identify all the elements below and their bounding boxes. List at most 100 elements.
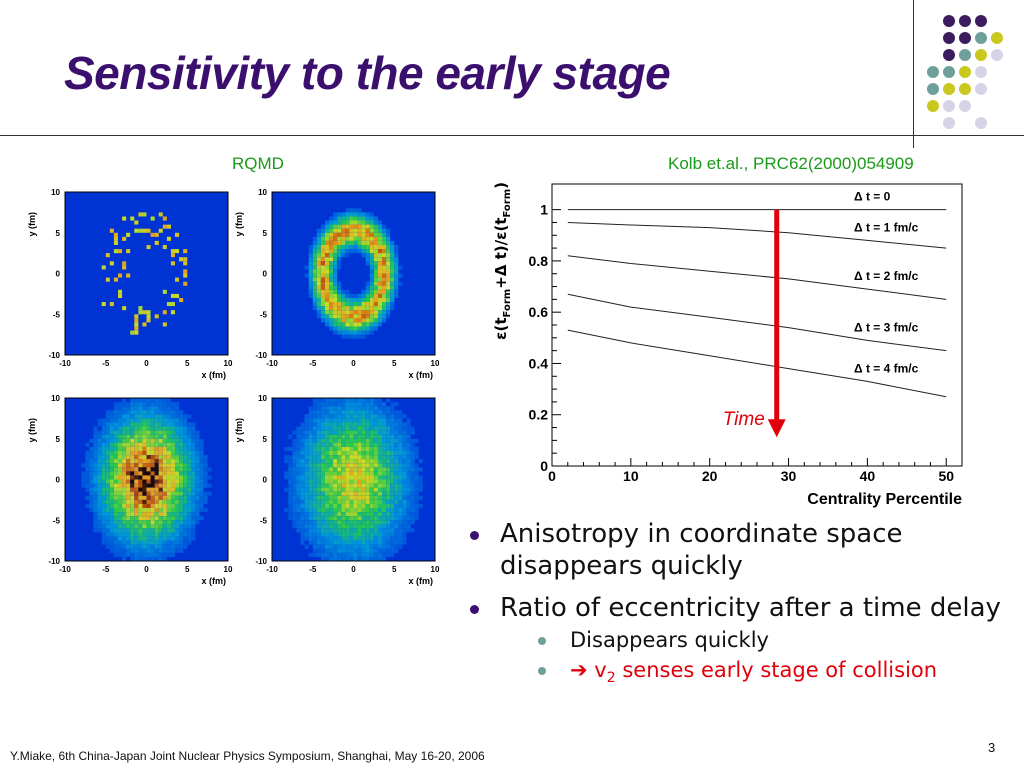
- heatmap-cell: [345, 438, 350, 443]
- heatmap-cell: [179, 418, 184, 423]
- decorative-dot: [927, 83, 939, 95]
- heatmap-cell: [138, 414, 143, 419]
- heatmap-cell: [162, 418, 167, 423]
- heatmap-cell: [101, 479, 106, 484]
- heatmap-cell: [333, 438, 338, 443]
- heatmap-cell: [154, 520, 159, 525]
- heatmap-cell: [349, 508, 354, 513]
- heatmap-cell: [373, 298, 378, 303]
- heatmap-cell: [316, 418, 321, 423]
- heatmap-cell: [386, 398, 391, 403]
- heatmap-cell: [126, 410, 131, 415]
- heatmap-cell: [369, 310, 374, 315]
- heatmap-cell: [187, 446, 192, 451]
- heatmap-cell: [353, 298, 358, 303]
- heatmap-cell: [390, 459, 395, 464]
- heatmap-cell: [333, 273, 338, 278]
- heatmap-cell: [308, 269, 313, 274]
- heatmap-cell: [288, 446, 293, 451]
- heatmap-cell: [345, 499, 350, 504]
- heatmap-cell: [329, 548, 334, 553]
- heatmap-cell: [402, 528, 407, 533]
- heatmap-cell: [175, 528, 180, 533]
- heatmap-cell: [410, 508, 415, 513]
- heatmap-cell: [414, 512, 419, 517]
- heatmap-cell: [345, 528, 350, 533]
- heatmap-cell: [373, 240, 378, 245]
- heatmap-cell: [154, 540, 159, 545]
- heatmap-cell: [365, 318, 370, 323]
- heatmap-cell: [130, 495, 135, 500]
- heatmap-cell: [373, 528, 378, 533]
- heatmap-cell: [341, 556, 346, 561]
- heatmap-cell: [195, 483, 200, 488]
- heatmap-cell: [369, 265, 374, 270]
- heatmap-cell: [377, 253, 382, 258]
- heatmap-cell: [333, 261, 338, 266]
- heatmap-cell: [320, 245, 325, 250]
- heatmap-cell: [118, 548, 123, 553]
- heatmap-cell: [398, 459, 403, 464]
- heatmap-cell: [316, 471, 321, 476]
- heatmap-cell: [357, 224, 362, 229]
- heatmap-cell: [162, 455, 167, 460]
- heatmap-cell: [138, 536, 143, 541]
- heatmap-cell: [394, 438, 399, 443]
- heatmap-cell: [353, 216, 358, 221]
- heatmap-cell: [105, 471, 110, 476]
- heatmap-cell: [329, 495, 334, 500]
- corner-divider: [913, 0, 914, 148]
- heatmap-cell: [341, 216, 346, 221]
- heatmap-cell: [170, 430, 175, 435]
- heatmap-cell: [146, 455, 151, 460]
- heatmap-cell: [386, 495, 391, 500]
- heatmap-cell: [166, 487, 171, 492]
- heatmap-cell: [150, 491, 155, 496]
- heatmap-cell: [369, 410, 374, 415]
- heatmap-cell: [353, 306, 358, 311]
- heatmap-cell: [337, 249, 342, 254]
- heatmap-cell: [414, 467, 419, 472]
- heatmap-cell: [97, 495, 102, 500]
- heatmap-cell: [329, 269, 334, 274]
- heatmap-cell: [146, 314, 151, 319]
- heatmap-cell: [170, 434, 175, 439]
- heatmap-cell: [329, 265, 334, 270]
- heatmap-cell: [377, 269, 382, 274]
- heatmap-cell: [365, 491, 370, 496]
- heatmap-cell: [333, 459, 338, 464]
- heatmap-cell: [349, 326, 354, 331]
- heatmap-cell: [325, 479, 330, 484]
- heatmap-cell: [154, 471, 159, 476]
- heatmap-cell: [320, 491, 325, 496]
- heatmap-cell: [150, 479, 155, 484]
- heatmap-cell: [170, 532, 175, 537]
- heatmap-cell: [382, 249, 387, 254]
- heatmap-cell: [382, 228, 387, 233]
- heatmap-cell: [183, 532, 188, 537]
- heatmap-cell: [292, 483, 297, 488]
- heatmap-cell: [154, 516, 159, 521]
- heatmap-cell: [195, 438, 200, 443]
- heatmap-cell: [377, 499, 382, 504]
- heatmap-cell: [175, 455, 180, 460]
- heatmap-cell: [325, 410, 330, 415]
- heatmap-cell: [320, 479, 325, 484]
- heatmap-cell: [414, 438, 419, 443]
- heatmap-cell: [365, 261, 370, 266]
- heatmap-cell: [365, 438, 370, 443]
- heatmap-cell: [386, 257, 391, 262]
- heatmap-cell: [357, 544, 362, 549]
- heatmap-cell: [203, 459, 208, 464]
- heatmap-cell: [325, 520, 330, 525]
- heatmap-cell: [390, 261, 395, 266]
- heatmap-cell: [81, 483, 86, 488]
- heatmap-cell: [162, 508, 167, 513]
- heatmap-cell: [312, 475, 317, 480]
- heatmap-cell: [353, 426, 358, 431]
- heatmap-cell: [158, 552, 163, 557]
- heatmap-cell: [353, 552, 358, 557]
- heatmap-cell: [329, 273, 334, 278]
- heatmap-cell: [382, 422, 387, 427]
- heatmap-cell: [337, 310, 342, 315]
